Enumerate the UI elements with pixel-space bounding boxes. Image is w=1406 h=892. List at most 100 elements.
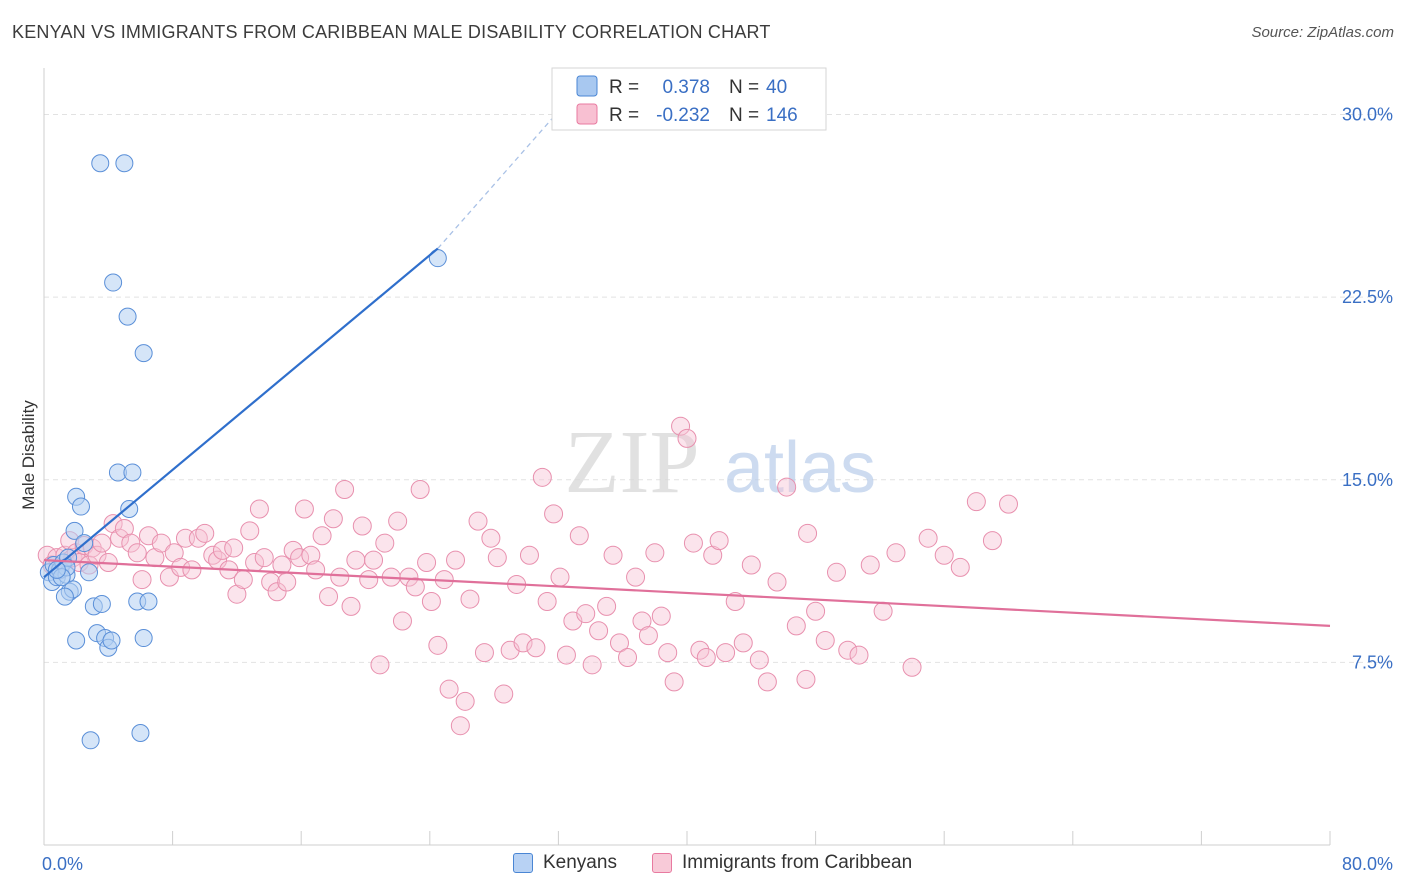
caribbean-point [537, 592, 557, 612]
caribbean-point [709, 531, 729, 551]
caribbean-point [796, 669, 816, 689]
caribbean-point [950, 557, 970, 577]
kenyan-point [81, 731, 100, 750]
caribbean-point [741, 555, 761, 575]
caribbean-point [826, 562, 846, 582]
caribbean-point [359, 570, 379, 590]
caribbean-point [428, 635, 448, 655]
kenyan-trend-line [43, 247, 439, 579]
caribbean-point [626, 567, 646, 587]
caribbean-point [323, 509, 343, 529]
caribbean-point [399, 567, 419, 587]
y-tick-label: 30.0% [1342, 105, 1393, 125]
caribbean-point [589, 621, 609, 641]
legend-swatch [576, 103, 598, 125]
legend-r-value: 0.378 [662, 77, 710, 98]
caribbean-point [597, 596, 617, 616]
caribbean-point [233, 570, 253, 590]
caribbean-point [733, 633, 753, 653]
caribbean-point [651, 606, 671, 626]
bottom-legend: Kenyans Immigrants from Caribbean [0, 852, 1406, 878]
caribbean-point [487, 548, 507, 568]
caribbean-point [918, 528, 938, 548]
caribbean-point [618, 648, 638, 668]
kenyan-point [91, 154, 110, 173]
caribbean-point [352, 516, 372, 536]
caribbean-point [87, 545, 107, 565]
caribbean-point [849, 645, 869, 665]
caribbean-point [312, 526, 332, 546]
legend-label-kenyans: Kenyans [543, 852, 617, 873]
caribbean-point [757, 672, 777, 692]
y-tick-label: 7.5% [1352, 652, 1393, 672]
caribbean-point [934, 545, 954, 565]
caribbean-point [767, 572, 787, 592]
caribbean-point [798, 523, 818, 543]
caribbean-point [982, 531, 1002, 551]
y-tick-label: 15.0% [1342, 470, 1393, 490]
caribbean-point [460, 589, 480, 609]
caribbean-point [582, 655, 602, 675]
kenyan-point [92, 594, 111, 613]
caribbean-point [132, 570, 152, 590]
caribbean-point [677, 428, 697, 448]
caribbean-point [294, 499, 314, 519]
kenyan-point [123, 463, 142, 482]
caribbean-point [569, 526, 589, 546]
legend-label-caribbean: Immigrants from Caribbean [682, 852, 913, 873]
x-tick-label: 80.0% [1342, 854, 1393, 874]
legend-n-label: N = [729, 77, 759, 98]
legend-r-label: R = [609, 77, 639, 98]
caribbean-point [532, 467, 552, 487]
legend-item-kenyans[interactable]: Kenyans [513, 852, 617, 874]
caribbean-point [249, 499, 269, 519]
legend-n-value: 40 [766, 77, 787, 98]
caribbean-point [999, 494, 1018, 514]
watermark-zip: ZIP [565, 413, 700, 512]
caribbean-point [261, 572, 281, 592]
caribbean-point [966, 492, 986, 512]
caribbean-point [777, 477, 797, 497]
kenyan-point [47, 560, 66, 579]
caribbean-point [603, 545, 623, 565]
kenyan-trend-extension [437, 101, 567, 249]
caribbean-point [182, 560, 202, 580]
caribbean-trend-line [43, 559, 1331, 627]
caribbean-point [860, 555, 880, 575]
caribbean-point [638, 626, 658, 646]
caribbean-point [519, 545, 539, 565]
caribbean-point [683, 533, 703, 553]
caribbean-point [306, 560, 326, 580]
kenyan-point [131, 723, 150, 742]
legend-r-value: -0.232 [656, 105, 710, 126]
caribbean-point [671, 416, 691, 436]
watermark-atlas: atlas [724, 428, 876, 508]
caribbean-point [392, 611, 412, 631]
caribbean-point [556, 645, 576, 665]
caribbean-point [873, 601, 893, 621]
kenyan-point [115, 154, 134, 173]
caribbean-point [267, 582, 287, 602]
legend-n-value: 146 [766, 105, 798, 126]
caribbean-point [254, 548, 274, 568]
legend-swatch [576, 75, 598, 97]
caribbean-point [446, 550, 466, 570]
legend-box [551, 67, 827, 131]
caribbean-point [341, 596, 361, 616]
source-label: Source: ZipAtlas.com [1251, 24, 1394, 41]
legend-item-caribbean[interactable]: Immigrants from Caribbean [652, 852, 912, 874]
kenyan-point [134, 344, 153, 363]
caribbean-point [417, 553, 437, 573]
caribbean-point [405, 577, 425, 597]
caribbean-point [346, 550, 366, 570]
kenyan-point [118, 307, 137, 326]
caribbean-point [749, 650, 769, 670]
chart-title: KENYAN VS IMMIGRANTS FROM CARIBBEAN MALE… [12, 22, 771, 42]
caribbean-point [370, 655, 390, 675]
x-tick-labels: 0.0% 80.0% [42, 854, 1393, 874]
axes [43, 68, 1331, 846]
caribbean-point [301, 545, 321, 565]
caribbean-point [544, 504, 564, 524]
caribbean-point [468, 511, 488, 531]
legend-r-label: R = [609, 105, 639, 126]
